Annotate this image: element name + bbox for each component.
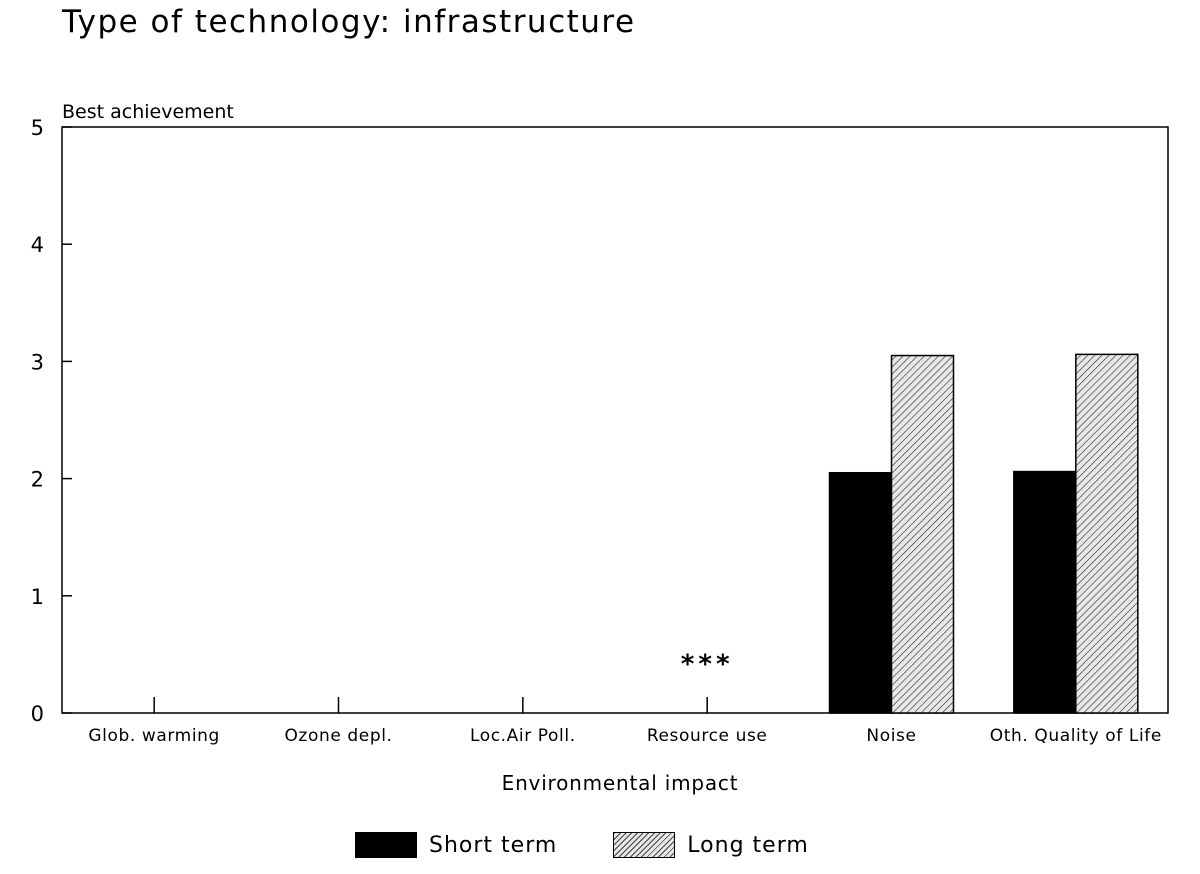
legend-swatch-long-term [613,832,676,858]
bar-short-term [1013,470,1077,714]
legend: Short term Long term [355,828,865,862]
y-tick-label: 1 [31,585,44,609]
y-tick-label: 3 [31,350,44,374]
x-tick-label: Glob. warming [88,726,220,746]
x-axis-label: Environmental impact [502,771,739,795]
legend-label-short-term: Short term [429,832,558,858]
bar-long-term [1075,353,1139,714]
chart-title: Type of technology: infrastructure [62,4,636,40]
plot-frame [61,126,1169,714]
annotation-asterisks: *** [681,649,734,679]
x-tick-label: Noise [866,726,916,746]
y-tick-label: 0 [31,702,44,726]
y-tick-label: 4 [31,233,44,257]
x-tick-label: Oth. Quality of Life [990,726,1162,746]
x-tick-label: Ozone depl. [284,726,392,746]
legend-label-long-term: Long term [687,832,809,858]
bar-short-term [828,471,893,714]
bar-long-term [890,354,955,714]
legend-swatch-short-term [355,832,417,858]
legend-item-long-term: Long term [613,832,808,858]
x-tick-label: Loc.Air Poll. [470,726,576,746]
y-axis-label: Best achievement [62,101,234,123]
x-tick-label: Resource use [647,726,768,746]
legend-item-short-term: Short term [355,832,557,858]
y-tick-label: 2 [31,468,44,492]
y-tick-label: 5 [31,116,44,140]
